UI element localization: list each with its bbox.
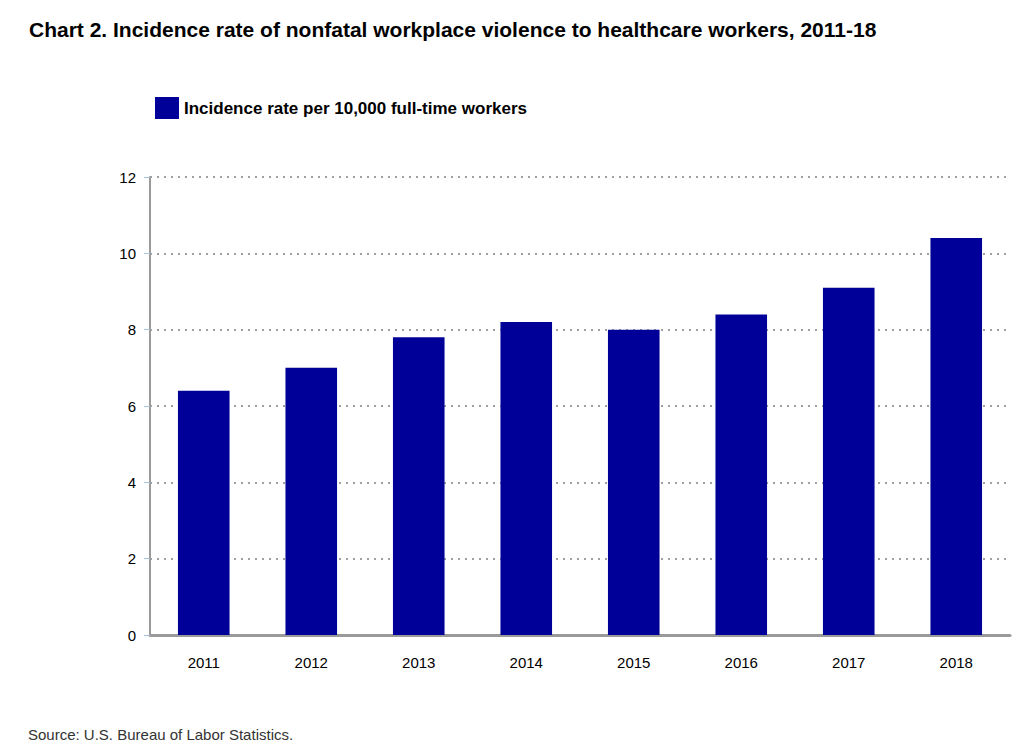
svg-text:10: 10	[119, 245, 136, 262]
svg-text:2011: 2011	[188, 654, 220, 671]
svg-text:2012: 2012	[295, 654, 328, 671]
svg-text:2018: 2018	[940, 654, 973, 671]
svg-text:2016: 2016	[725, 654, 758, 671]
svg-text:Chart 2. Incidence rate of non: Chart 2. Incidence rate of nonfatal work…	[29, 18, 877, 41]
svg-text:6: 6	[128, 398, 136, 415]
svg-text:2014: 2014	[510, 654, 543, 671]
svg-text:Source: U.S. Bureau of Labor S: Source: U.S. Bureau of Labor Statistics.	[28, 726, 293, 743]
svg-text:2: 2	[128, 550, 136, 567]
svg-text:Incidence rate per 10,000 full: Incidence rate per 10,000 full-time work…	[184, 99, 527, 118]
svg-text:12: 12	[119, 169, 136, 186]
svg-text:2017: 2017	[832, 654, 865, 671]
svg-text:2015: 2015	[617, 654, 650, 671]
svg-text:2013: 2013	[402, 654, 435, 671]
svg-text:0: 0	[128, 627, 136, 644]
svg-text:4: 4	[128, 474, 136, 491]
svg-text:8: 8	[128, 321, 136, 338]
